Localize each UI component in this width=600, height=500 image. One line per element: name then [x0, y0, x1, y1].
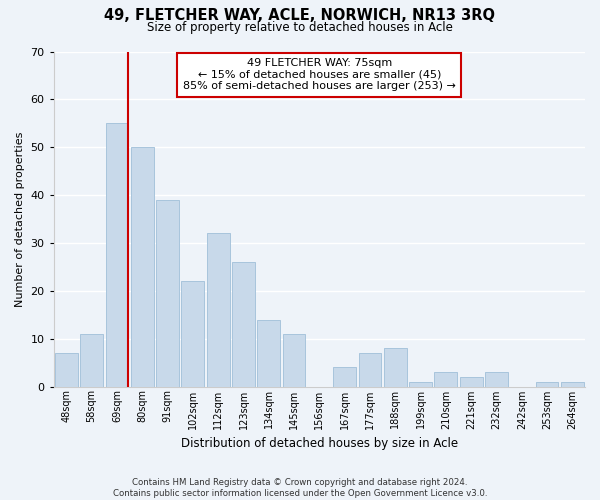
Bar: [207, 234, 230, 386]
Bar: [106, 124, 128, 386]
Bar: [536, 382, 559, 386]
Y-axis label: Number of detached properties: Number of detached properties: [15, 132, 25, 306]
Bar: [181, 281, 204, 386]
Bar: [434, 372, 457, 386]
Bar: [485, 372, 508, 386]
Bar: [80, 334, 103, 386]
Text: Contains HM Land Registry data © Crown copyright and database right 2024.
Contai: Contains HM Land Registry data © Crown c…: [113, 478, 487, 498]
Bar: [131, 147, 154, 386]
Bar: [384, 348, 407, 387]
Bar: [55, 353, 78, 386]
Text: Size of property relative to detached houses in Acle: Size of property relative to detached ho…: [147, 21, 453, 34]
Bar: [359, 353, 382, 386]
X-axis label: Distribution of detached houses by size in Acle: Distribution of detached houses by size …: [181, 437, 458, 450]
Bar: [333, 368, 356, 386]
Bar: [257, 320, 280, 386]
Bar: [283, 334, 305, 386]
Text: 49 FLETCHER WAY: 75sqm
← 15% of detached houses are smaller (45)
85% of semi-det: 49 FLETCHER WAY: 75sqm ← 15% of detached…: [183, 58, 456, 92]
Bar: [409, 382, 432, 386]
Bar: [561, 382, 584, 386]
Bar: [232, 262, 255, 386]
Text: 49, FLETCHER WAY, ACLE, NORWICH, NR13 3RQ: 49, FLETCHER WAY, ACLE, NORWICH, NR13 3R…: [104, 8, 496, 22]
Bar: [156, 200, 179, 386]
Bar: [460, 377, 482, 386]
